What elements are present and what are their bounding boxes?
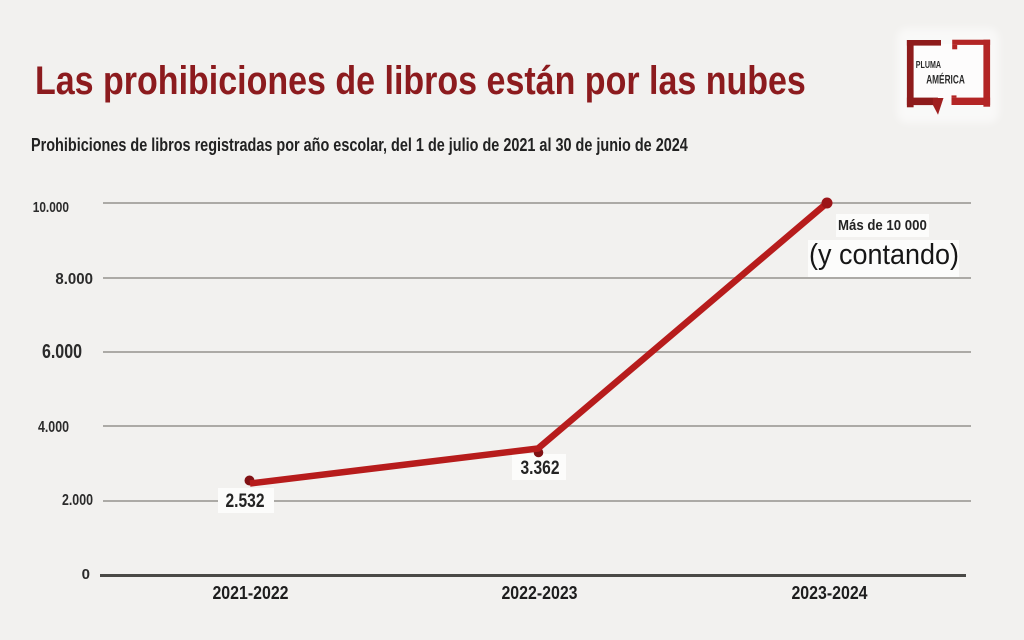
svg-text:PLUMA: PLUMA (916, 60, 941, 71)
svg-text:AMÉRICA: AMÉRICA (926, 71, 965, 86)
